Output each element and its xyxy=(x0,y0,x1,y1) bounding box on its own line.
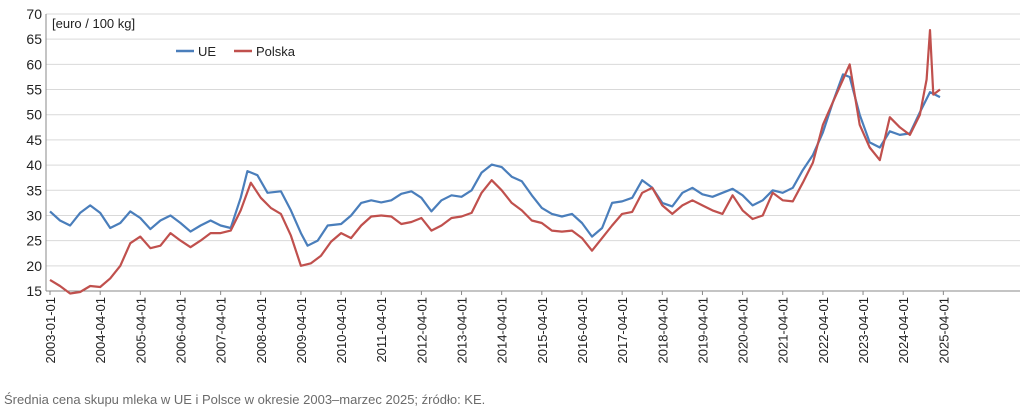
x-tick-label: 2020-04-01 xyxy=(736,297,751,364)
y-tick-label: 30 xyxy=(26,207,42,223)
milk-price-chart: 15 20 25 30 35 40 45 50 55 60 65 70 [euro / 100 kg] 2… xyxy=(26,6,1020,364)
series-line-polska xyxy=(49,29,941,295)
x-tick-label: 2005-04-01 xyxy=(133,297,148,364)
x-tick-label: 2019-04-01 xyxy=(695,297,710,364)
x-tick-label: 2018-04-01 xyxy=(655,297,670,364)
x-tick-label: 2022-04-01 xyxy=(816,297,831,364)
y-tick-label: 35 xyxy=(26,182,42,198)
x-tick-label: 2009-04-01 xyxy=(294,297,309,364)
x-tick-label: 2014-04-01 xyxy=(495,297,510,364)
x-tick-label: 2006-04-01 xyxy=(173,297,188,364)
x-tick-label: 2017-04-01 xyxy=(615,297,630,364)
series-line-ue xyxy=(49,73,941,247)
x-tick-label: 2003-01-01 xyxy=(43,297,58,364)
legend-label: Polska xyxy=(256,44,296,59)
x-tick-label: 2010-04-01 xyxy=(334,297,349,364)
x-tick-label: 2013-04-01 xyxy=(455,297,470,364)
x-tick-label: 2008-04-01 xyxy=(254,297,269,364)
y-tick-label: 25 xyxy=(26,233,42,249)
y-tick-label: 15 xyxy=(26,283,42,299)
x-tick-label: 2015-04-01 xyxy=(535,297,550,364)
x-tick-label: 2023-04-01 xyxy=(856,297,871,364)
unit-label: [euro / 100 kg] xyxy=(52,16,135,31)
x-tick-label: 2025-04-01 xyxy=(936,297,951,364)
y-tick-label: 60 xyxy=(26,56,42,72)
x-tick-label: 2004-04-01 xyxy=(93,297,108,364)
y-tick-label: 65 xyxy=(26,31,42,47)
x-tick-label: 2024-04-01 xyxy=(896,297,911,364)
y-tick-label: 40 xyxy=(26,157,42,173)
y-tick-label: 45 xyxy=(26,132,42,148)
y-tick-label: 70 xyxy=(26,6,42,22)
legend-label: UE xyxy=(198,44,216,59)
x-tick-label: 2012-04-01 xyxy=(414,297,429,364)
y-tick-label: 20 xyxy=(26,258,42,274)
y-tick-label: 55 xyxy=(26,82,42,98)
x-tick-label: 2021-04-01 xyxy=(776,297,791,364)
chart-caption: Średnia cena skupu mleka w UE i Polsce w… xyxy=(4,392,486,407)
x-tick-label: 2016-04-01 xyxy=(575,297,590,364)
x-tick-label: 2011-04-01 xyxy=(374,297,389,363)
y-tick-label: 50 xyxy=(26,107,42,123)
x-tick-label: 2007-04-01 xyxy=(214,297,229,364)
